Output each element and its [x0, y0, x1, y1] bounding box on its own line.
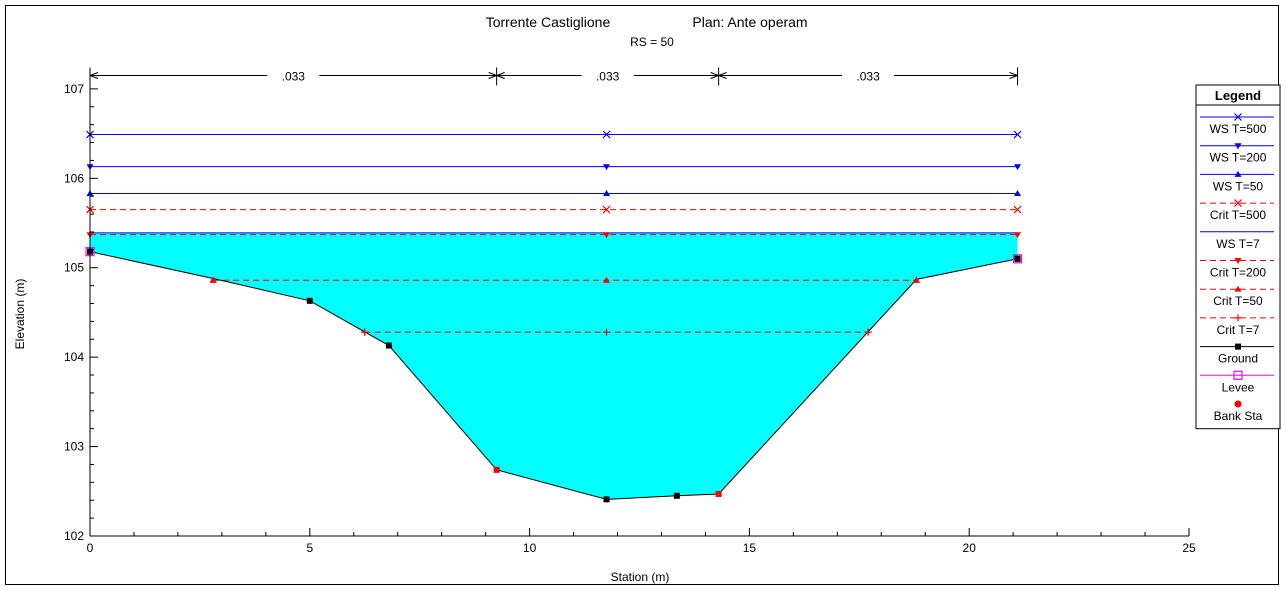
x-tick-label: 0 — [87, 541, 94, 555]
x-tick-label: 5 — [306, 541, 313, 555]
legend-title: Legend — [1215, 88, 1261, 103]
y-tick-label: 102 — [64, 529, 84, 543]
series-marker — [1014, 164, 1022, 171]
legend-label: Crit T=200 — [1210, 266, 1266, 280]
legend-label: Crit T=7 — [1217, 323, 1260, 337]
chart-subtitle: RS = 50 — [630, 35, 674, 49]
legend-swatch-marker — [1233, 370, 1243, 380]
x-tick-label: 25 — [1182, 541, 1196, 555]
legend-swatch-marker — [1234, 199, 1242, 208]
series-marker — [602, 205, 611, 214]
series-marker — [603, 328, 611, 336]
legend-swatch-marker — [1234, 170, 1242, 177]
manning-arrowhead — [1009, 72, 1018, 79]
series-marker — [1013, 205, 1022, 214]
series-marker — [603, 164, 611, 171]
x-tick-label: 10 — [523, 541, 537, 555]
legend-label: WS T=500 — [1210, 122, 1267, 136]
manning-value: .033 — [596, 69, 620, 83]
y-tick-label: 107 — [64, 82, 84, 96]
manning-value: .033 — [282, 69, 306, 83]
series-marker — [1013, 130, 1022, 139]
y-tick-label: 104 — [64, 350, 84, 364]
bank-station-marker — [493, 466, 500, 473]
manning-arrowhead — [496, 72, 505, 79]
legend-swatch-marker — [1234, 143, 1242, 150]
legend-label: Bank Sta — [1214, 409, 1263, 423]
y-tick-label: 106 — [64, 171, 84, 185]
series-marker — [603, 232, 611, 239]
legend-label: Levee — [1222, 380, 1255, 394]
ground-marker — [673, 492, 680, 499]
ground-marker — [603, 496, 610, 503]
legend-swatch-marker — [1234, 285, 1242, 292]
series-marker — [603, 190, 611, 196]
series-marker — [603, 276, 611, 283]
legend-label: Ground — [1218, 352, 1258, 366]
legend-label: WS T=7 — [1216, 237, 1260, 251]
x-tick-label: 20 — [963, 541, 977, 555]
series-marker — [1014, 190, 1022, 196]
legend-box — [1195, 84, 1281, 430]
bank-station-marker — [715, 490, 722, 497]
crit-ground-marker — [864, 328, 872, 336]
ground-marker — [385, 342, 392, 349]
manning-arrowhead — [488, 72, 497, 79]
x-tick-label: 15 — [743, 541, 757, 555]
series-marker — [1014, 232, 1022, 239]
series-marker — [602, 130, 611, 139]
crit-ground-marker — [361, 328, 369, 336]
manning-arrowhead — [718, 72, 727, 79]
manning-value: .033 — [856, 69, 880, 83]
legend-label: Crit T=500 — [1210, 208, 1266, 222]
ground-marker — [306, 297, 313, 304]
y-axis-label: Elevation (m) — [13, 279, 27, 350]
legend-label: WS T=50 — [1213, 179, 1263, 193]
water-fill — [90, 232, 1018, 500]
y-tick-label: 103 — [64, 440, 84, 454]
chart-title: Torrente Castiglione — [486, 14, 611, 30]
legend-label: Crit T=50 — [1213, 294, 1263, 308]
legend-swatch-marker — [1235, 343, 1241, 350]
levee-marker — [1012, 254, 1023, 264]
x-axis-label: Station (m) — [611, 570, 670, 584]
legend-swatch-marker — [1234, 400, 1242, 408]
crit-ground-marker — [912, 276, 920, 283]
manning-arrowhead — [89, 72, 99, 79]
y-tick-label: 105 — [64, 261, 84, 275]
legend-swatch-marker — [1234, 314, 1242, 322]
chart-plan-label: Plan: Ante operam — [692, 14, 807, 30]
crit-ground-marker — [209, 276, 217, 283]
legend-swatch-marker — [1234, 113, 1242, 121]
legend-label: WS T=200 — [1210, 151, 1267, 165]
manning-arrowhead — [710, 72, 719, 79]
legend-swatch-marker — [1234, 258, 1242, 264]
ground-line — [89, 251, 1018, 500]
levee-ground-marker — [1014, 255, 1021, 262]
